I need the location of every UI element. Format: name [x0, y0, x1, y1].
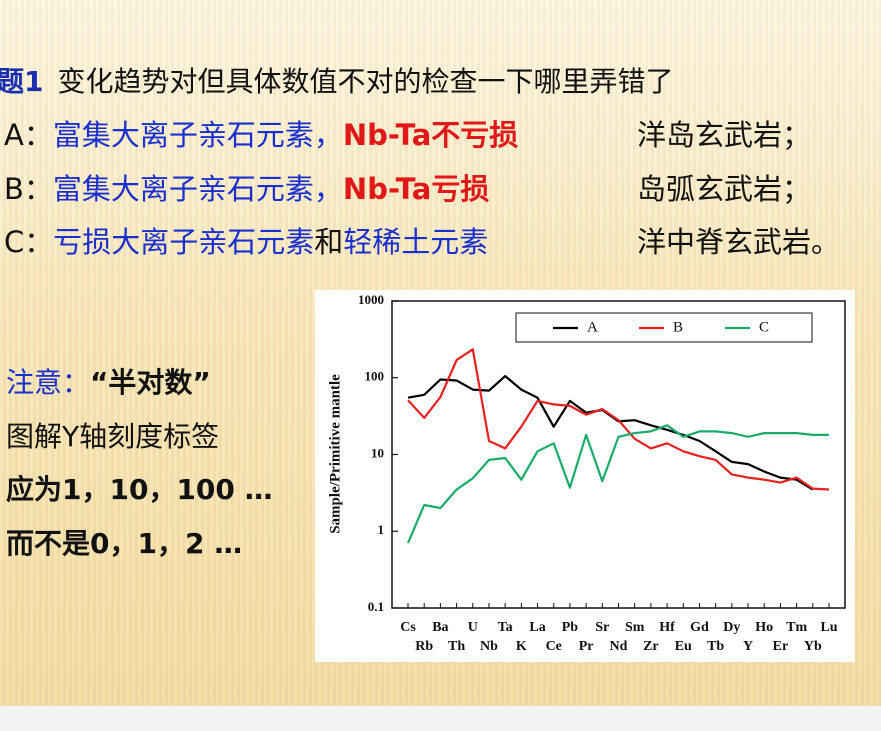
series-line [406, 424, 829, 544]
text-run: B： [4, 171, 53, 206]
x-tick-label: Gd [690, 620, 709, 635]
x-tick-label: Ho [755, 620, 773, 635]
text-run: 应为1，10，100 … [6, 473, 273, 506]
footer-strip [0, 706, 881, 731]
x-tick-label: Rb [415, 639, 433, 654]
text-run: 变化趋势对但具体数值不对的检查一下哪里弄错了 [57, 65, 674, 98]
heading: 题1 变化趋势对但具体数值不对的检查一下哪里弄错了 [0, 64, 674, 100]
text-run: C： [4, 225, 54, 259]
x-tick-label: Ba [432, 620, 448, 635]
legend-label: C [759, 319, 769, 335]
chart-background [315, 290, 855, 662]
note-line: 而不是0，1，2 … [6, 526, 242, 562]
x-tick-label: Er [773, 639, 789, 654]
x-tick-label: Tb [707, 639, 724, 654]
x-tick-label: Pr [579, 639, 594, 654]
text-run: 注意： [6, 366, 91, 399]
x-tick-label: Sr [595, 620, 609, 635]
legend-label: A [587, 319, 598, 335]
plot-frame [391, 300, 846, 609]
y-tick-label: 1 [378, 522, 385, 537]
x-tick-label: Th [448, 639, 465, 654]
x-tick-label: Lu [820, 620, 837, 635]
x-tick-label: Pb [562, 620, 579, 635]
rock-type: 岛弧玄武岩； [637, 171, 812, 206]
text-run: 和 [314, 225, 344, 259]
x-tick-label: K [516, 639, 527, 654]
y-tick-label: 1000 [358, 292, 384, 307]
x-tick-label: Y [743, 639, 753, 654]
x-tick-label: Eu [675, 639, 692, 654]
x-tick-label: U [468, 620, 478, 635]
answer-line: A：富集大离子亲石元素，Nb-Ta不亏损 [4, 117, 518, 153]
y-tick-label: 0.1 [368, 599, 384, 614]
text-run: “半对数” [90, 366, 211, 399]
y-tick-label: 10 [371, 445, 384, 460]
text-run: 图解Y轴刻度标签 [6, 419, 220, 453]
answer-line: C：亏损大离子亲石元素和轻稀土元素 [4, 224, 488, 260]
text-run: 亏损大离子亲石元素 [53, 225, 315, 259]
text-run: 题1 [0, 65, 44, 98]
x-tick-label: Zr [643, 639, 659, 654]
text-run: Nb-Ta亏损 [342, 171, 490, 206]
text-run: 轻稀土元素 [343, 225, 489, 259]
answer-line: B：富集大离子亲石元素，Nb-Ta亏损 [4, 171, 489, 207]
x-tick-label: Ce [546, 639, 562, 654]
text-run: 而不是0，1，2 … [6, 526, 243, 560]
x-tick-label: Nb [480, 639, 498, 654]
x-tick-label: Cs [400, 620, 416, 635]
x-tick-label: Hf [659, 620, 675, 635]
x-tick-label: Dy [723, 620, 740, 635]
text-run: Nb-Ta不亏损 [342, 118, 519, 152]
text-run: A： [4, 118, 53, 152]
x-tick-label: Sm [625, 620, 645, 635]
y-axis-label: Sample/Primitive mantle [327, 374, 343, 534]
text-run: 富集大离子亲石元素， [52, 118, 343, 152]
rock-type: 洋岛玄武岩； [637, 118, 812, 152]
note-line: 应为1，10，100 … [6, 472, 273, 508]
x-tick-label: Tm [786, 620, 807, 635]
series-line [407, 348, 830, 491]
rock-type: 洋中脊玄武岩。 [637, 225, 841, 259]
x-tick-label: Yb [804, 639, 822, 654]
text-run: 富集大离子亲石元素， [52, 171, 343, 206]
x-tick-label: La [529, 620, 545, 635]
note-line: 图解Y轴刻度标签 [6, 419, 219, 455]
x-tick-label: Ta [498, 620, 513, 635]
x-tick-label: Nd [610, 639, 628, 654]
y-tick-label: 100 [365, 369, 385, 384]
legend-label: B [673, 319, 683, 335]
note-line: 注意：“半对数” [6, 365, 211, 401]
